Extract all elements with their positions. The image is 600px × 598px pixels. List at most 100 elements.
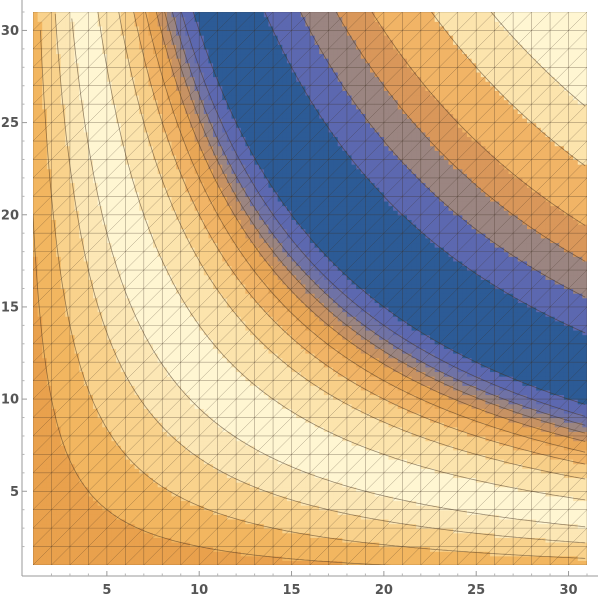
band-cell — [106, 371, 113, 377]
band-cell — [213, 297, 219, 303]
band-cell — [79, 159, 85, 165]
band-cell — [176, 376, 182, 382]
band-cell — [74, 274, 80, 280]
band-cell — [125, 223, 131, 230]
band-cell — [97, 514, 103, 520]
band-cell — [88, 48, 94, 55]
band-cell — [143, 164, 150, 170]
band-cell — [106, 127, 113, 133]
band-cell — [162, 168, 168, 174]
band-cell — [88, 108, 94, 114]
band-cell — [106, 242, 113, 248]
band-cell — [185, 274, 191, 280]
band-cell — [60, 173, 66, 179]
band-cell — [162, 283, 168, 290]
band-cell — [102, 353, 108, 359]
band-cell — [69, 242, 76, 248]
band-cell — [106, 417, 113, 423]
band-cell — [116, 514, 122, 520]
band-cell — [166, 270, 173, 276]
band-cell — [69, 16, 76, 22]
band-cell — [129, 247, 136, 253]
band-cell — [56, 141, 62, 147]
band-cell — [213, 136, 219, 142]
band-cell — [93, 293, 99, 299]
band-cell — [102, 449, 108, 455]
band-cell — [139, 482, 145, 488]
band-cell — [166, 389, 173, 396]
band-cell — [217, 260, 223, 267]
band-cell — [120, 491, 126, 497]
band-cell — [79, 145, 85, 151]
band-cell — [222, 237, 228, 244]
band-cell — [97, 528, 103, 534]
band-cell — [111, 127, 117, 133]
band-cell — [79, 311, 85, 317]
band-cell — [139, 320, 145, 326]
band-cell — [208, 477, 214, 483]
band-cell — [148, 389, 154, 396]
band-cell — [42, 117, 48, 124]
band-cell — [37, 380, 43, 386]
band-cell — [203, 141, 210, 147]
band-cell — [69, 311, 76, 317]
band-cell — [143, 25, 150, 32]
band-cell — [139, 274, 145, 280]
band-cell — [189, 555, 196, 561]
band-cell — [83, 200, 89, 207]
band-cell — [37, 362, 43, 368]
band-cell — [129, 371, 136, 377]
band-cell — [143, 380, 150, 386]
band-cell — [148, 117, 154, 124]
band-cell — [166, 541, 173, 548]
band-cell — [157, 219, 163, 225]
band-cell — [56, 380, 62, 386]
band-cell — [217, 477, 223, 483]
band-cell — [180, 214, 186, 220]
band-cell — [69, 205, 76, 211]
band-cell — [129, 495, 136, 502]
band-cell — [74, 81, 80, 87]
band-cell — [97, 353, 103, 359]
band-cell — [60, 58, 66, 64]
band-cell — [74, 417, 80, 423]
band-cell — [143, 297, 150, 303]
band-cell — [129, 117, 136, 124]
band-cell — [37, 48, 43, 55]
band-cell — [42, 270, 48, 276]
band-cell — [162, 477, 168, 483]
band-cell — [102, 463, 108, 469]
band-cell — [46, 297, 53, 303]
band-cell — [106, 293, 113, 299]
band-cell — [129, 403, 136, 409]
band-cell — [111, 288, 117, 294]
band-cell — [74, 399, 80, 405]
band-cell — [51, 532, 57, 538]
band-cell — [120, 136, 126, 142]
band-cell — [106, 408, 113, 414]
band-cell — [222, 389, 228, 396]
band-cell — [88, 228, 94, 234]
band-cell — [102, 44, 108, 50]
band-cell — [189, 16, 196, 22]
band-cell — [111, 260, 117, 267]
band-cell — [37, 256, 43, 262]
band-cell — [194, 482, 200, 488]
band-cell — [157, 509, 163, 515]
band-cell — [213, 62, 219, 68]
band-cell — [69, 339, 76, 345]
band-cell — [189, 191, 196, 197]
band-cell — [153, 141, 159, 147]
band-cell — [171, 62, 177, 68]
band-cell — [143, 302, 150, 308]
band-cell — [65, 76, 71, 82]
band-cell — [194, 417, 200, 423]
band-cell — [148, 12, 154, 18]
band-cell — [74, 270, 80, 276]
band-cell — [79, 339, 85, 345]
band-cell — [93, 12, 99, 18]
band-cell — [74, 164, 80, 170]
band-cell — [180, 117, 186, 124]
band-cell — [162, 509, 168, 515]
band-cell — [79, 500, 85, 506]
